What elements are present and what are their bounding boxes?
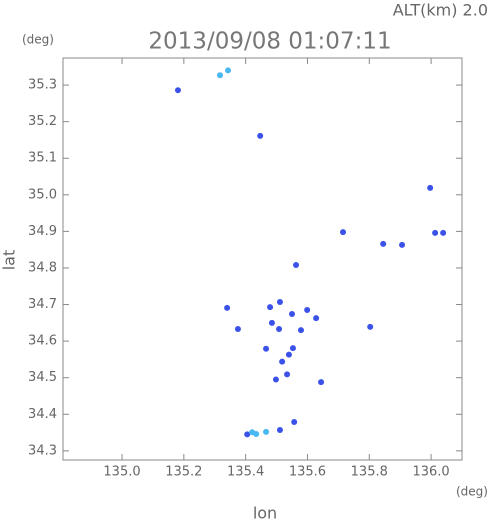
echo-point [263,345,270,352]
chart-subtitle: ALT(km) 2.0 [393,1,488,20]
echo-point [289,311,296,318]
echo-point [399,241,406,248]
y-tick-label: 35.1 [28,151,57,166]
y-unit: (deg) [22,33,54,47]
echo-point [313,315,320,322]
y-tick-label: 35.3 [28,78,57,93]
echo-point [272,376,279,383]
y-axis-label: lat [0,250,19,271]
echo-point [440,229,447,236]
x-tick-label: 135.2 [165,465,202,480]
echo-point [293,262,300,269]
echo-point [234,326,241,333]
echo-point [289,345,296,352]
echo-point [284,371,291,378]
echo-point [304,307,311,314]
x-tick-label: 135.4 [227,465,264,480]
y-tick-label: 34.5 [28,370,57,385]
echo-point [224,304,231,311]
y-tick-label: 34.8 [28,260,57,275]
echo-point [225,67,232,74]
echo-point [432,229,439,236]
echo-point [244,431,251,438]
y-tick-label: 34.4 [28,407,57,422]
echo-point [276,298,283,305]
echo-point [174,87,181,94]
x-tick-label: 135.8 [351,465,388,480]
x-unit: (deg) [456,485,488,499]
echo-point [367,323,374,330]
plot-frame [62,57,463,461]
echo-point [285,351,292,358]
echo-point [427,184,434,191]
echo-point [318,379,325,386]
echo-point [291,418,298,425]
x-tick-label: 136.0 [412,465,449,480]
echo-point [297,327,304,334]
echo-point [267,304,274,311]
y-tick-label: 35.0 [28,187,57,202]
y-tick-label: 34.6 [28,334,57,349]
echo-point [380,240,387,247]
y-tick-label: 34.3 [28,443,57,458]
echo-point [257,132,264,139]
y-tick-label: 34.9 [28,224,57,239]
y-tick-label: 34.7 [28,297,57,312]
x-axis-label: lon [253,504,277,521]
x-tick-label: 135.6 [289,465,326,480]
echo-point [279,358,286,365]
echo-point [340,229,347,236]
echo-point [249,429,256,436]
chart-title: 2013/09/08 01:07:11 [148,29,391,55]
echo-point [276,326,283,333]
echo-point [276,427,283,434]
y-tick-label: 35.2 [28,114,57,129]
echo-point [263,428,270,435]
echo-point [217,72,224,79]
x-tick-label: 135.0 [103,465,140,480]
echo-point [268,319,275,326]
